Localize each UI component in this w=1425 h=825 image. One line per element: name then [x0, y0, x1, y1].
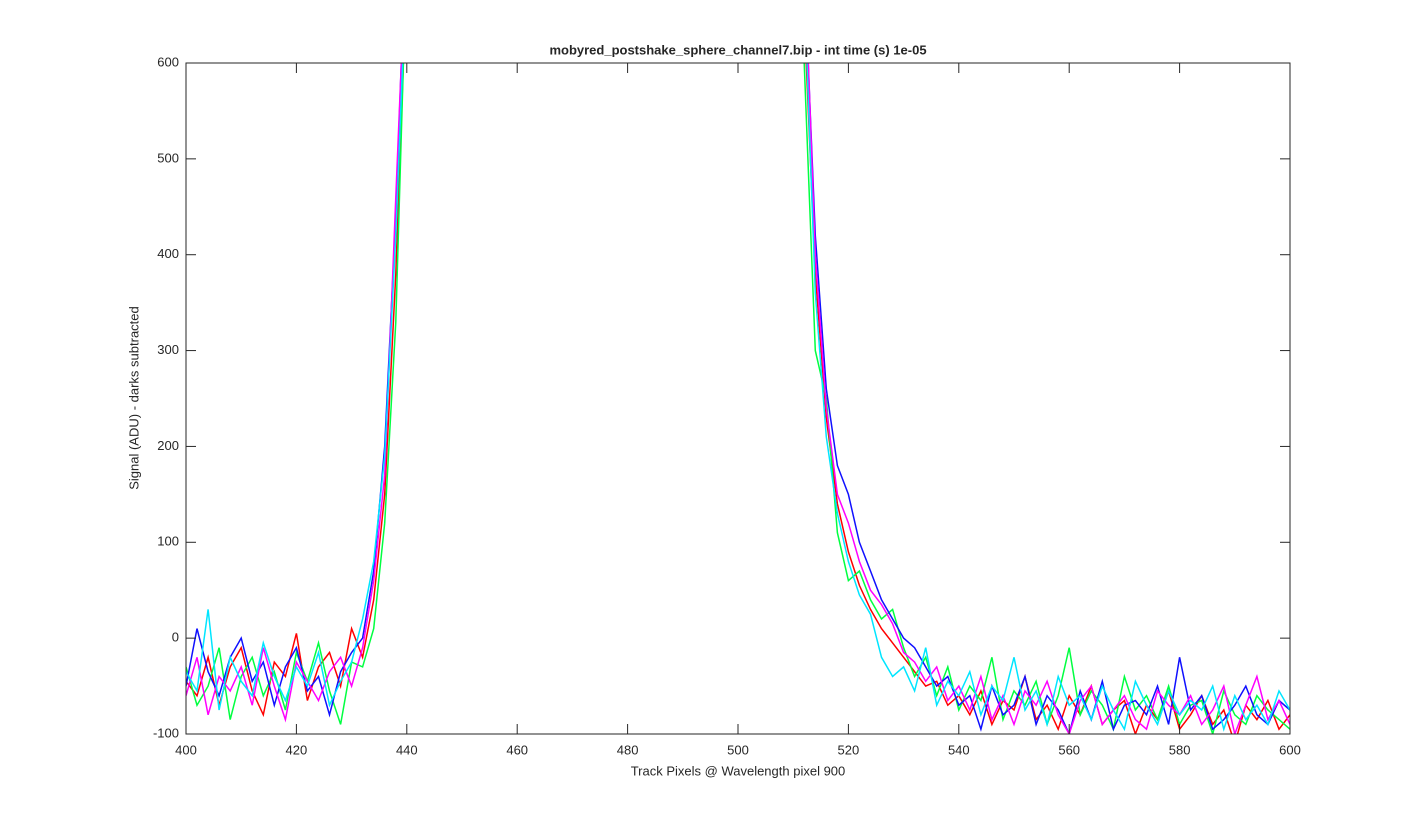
- data-line: [186, 63, 1290, 734]
- y-tick-label: 100: [157, 534, 179, 549]
- x-tick-label: 500: [727, 742, 749, 757]
- y-tick-label: 400: [157, 246, 179, 261]
- x-tick-label: 600: [1279, 742, 1301, 757]
- x-tick-label: 560: [1058, 742, 1080, 757]
- x-tick-label: 460: [506, 742, 528, 757]
- chart-title: mobyred_postshake_sphere_channel7.bip - …: [549, 42, 926, 57]
- x-tick-label: 520: [838, 742, 860, 757]
- y-tick-label: 600: [157, 54, 179, 69]
- x-tick-label: 420: [286, 742, 308, 757]
- y-axis-label: Signal (ADU) - darks subtracted: [126, 306, 141, 490]
- x-tick-label: 580: [1169, 742, 1191, 757]
- x-tick-label: 400: [175, 742, 197, 757]
- y-tick-label: 300: [157, 342, 179, 357]
- y-tick-label: 200: [157, 438, 179, 453]
- data-line: [186, 63, 1290, 734]
- y-tick-label: -100: [153, 725, 179, 740]
- x-tick-label: 440: [396, 742, 418, 757]
- plot-area: [186, 63, 1290, 734]
- data-line: [186, 63, 1290, 732]
- y-tick-label: 500: [157, 150, 179, 165]
- x-axis-label: Track Pixels @ Wavelength pixel 900: [631, 763, 846, 778]
- x-tick-label: 480: [617, 742, 639, 757]
- x-tick-label: 540: [948, 742, 970, 757]
- y-tick-label: 0: [172, 630, 179, 645]
